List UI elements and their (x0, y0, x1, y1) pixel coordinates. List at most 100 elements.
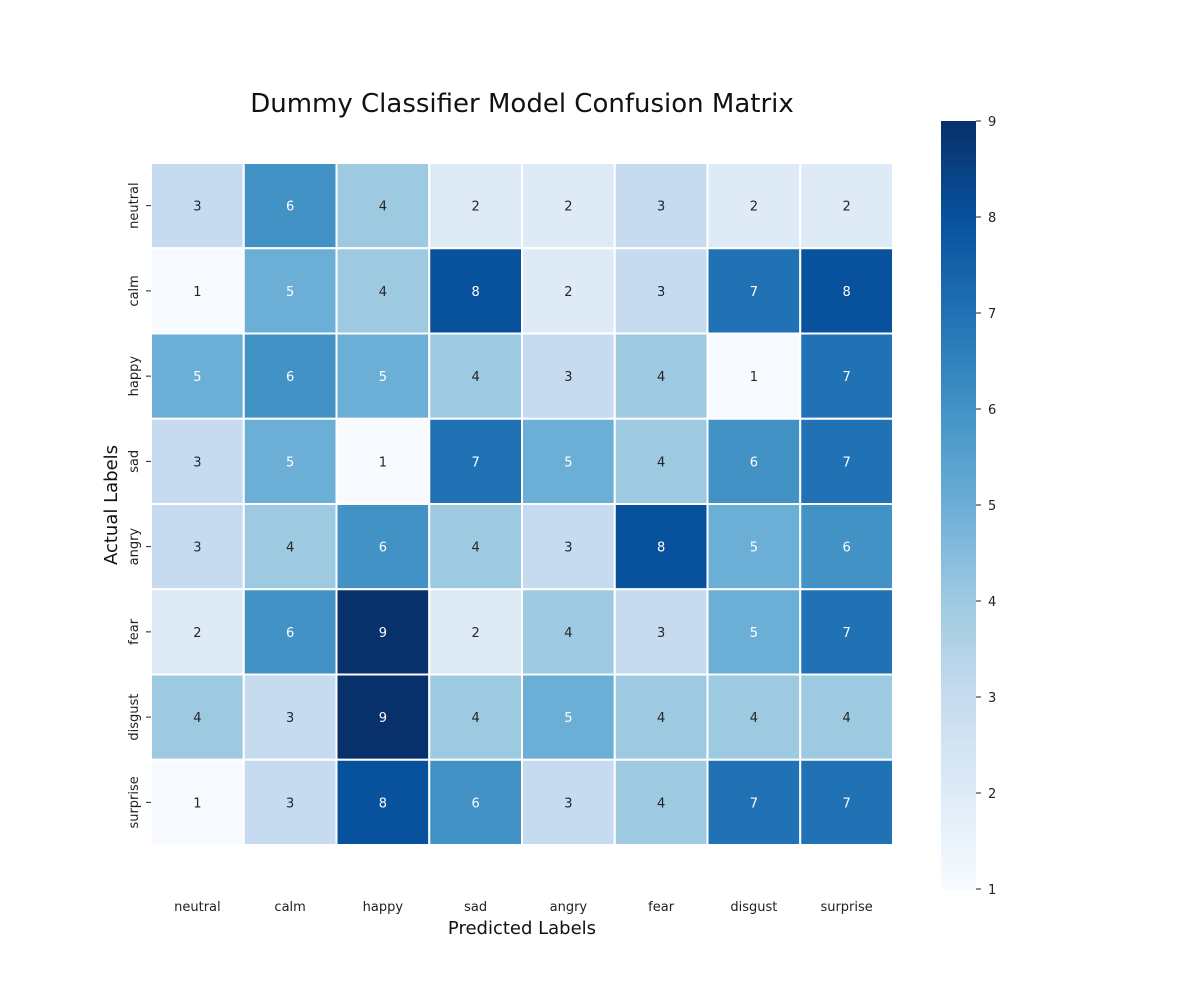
heatmap-cell (613, 758, 709, 846)
y-tick-label: fear (127, 618, 142, 645)
heatmap-cell (613, 588, 709, 676)
cell-value-label: 2 (842, 200, 850, 215)
heatmap-cell (613, 332, 709, 420)
x-tick-label: disgust (730, 900, 777, 915)
cell-value-label: 4 (657, 370, 665, 385)
cell-value-label: 6 (750, 455, 758, 470)
x-tick-label: fear (648, 900, 675, 915)
heatmap-cell (521, 332, 616, 420)
cell-value-label: 8 (657, 541, 665, 556)
heatmap-cells: 3 6 4 2 2 3 2 2 1 5 4 8 2 3 7 8 5 6 5 4 3 4 1 7 3 5 1 7 5 4 6 7 3 4 6 4 3 8 5 6… (150, 162, 894, 846)
cell-value-label: 1 (750, 370, 758, 385)
cell-value-label: 4 (657, 711, 665, 726)
x-tick-label: neutral (174, 900, 221, 915)
heatmap-cell (613, 162, 709, 250)
cell-value-label: 7 (471, 455, 479, 470)
heatmap-cell (150, 162, 245, 250)
x-tick-label: sad (464, 900, 487, 915)
heatmap-cell (521, 673, 616, 761)
cell-value-label: 3 (193, 455, 201, 470)
heatmap-cell (428, 758, 523, 846)
cell-value-label: 5 (379, 370, 387, 385)
colorbar-tick-label: 7 (988, 307, 996, 322)
cell-value-label: 4 (286, 541, 294, 556)
heatmap-cell (150, 673, 245, 761)
cell-value-label: 1 (193, 796, 201, 811)
y-tick-label: neutral (127, 182, 142, 229)
cell-value-label: 2 (193, 626, 201, 641)
heatmap-cell (799, 758, 894, 846)
cell-value-label: 4 (471, 370, 479, 385)
cell-value-label: 8 (842, 285, 850, 300)
heatmap-cell (428, 503, 523, 591)
heatmap-cell (521, 758, 616, 846)
cell-value-label: 4 (842, 711, 850, 726)
y-tick-label: happy (127, 356, 142, 397)
colorbar-tick-label: 3 (988, 691, 996, 706)
cell-value-label: 5 (286, 455, 294, 470)
cell-value-label: 6 (842, 541, 850, 556)
heatmap-cell (799, 332, 894, 420)
cell-value-label: 7 (750, 796, 758, 811)
cell-value-label: 3 (286, 711, 294, 726)
heatmap-cell (799, 503, 894, 591)
cell-value-label: 2 (750, 200, 758, 215)
heatmap-cell (706, 503, 802, 591)
cell-value-label: 4 (657, 455, 665, 470)
cell-value-label: 2 (471, 626, 479, 641)
heatmap-cell (242, 162, 338, 250)
cell-value-label: 2 (564, 285, 572, 300)
colorbar-tick-label: 1 (988, 883, 996, 898)
cell-value-label: 6 (379, 541, 387, 556)
cell-value-label: 3 (657, 200, 665, 215)
heatmap-cell (521, 417, 616, 505)
y-tick-label: surprise (127, 776, 142, 828)
heatmap-cell (706, 417, 802, 505)
colorbar-tick-label: 5 (988, 499, 996, 514)
heatmap-cell (335, 588, 431, 676)
y-axis-title: Actual Labels (101, 445, 122, 565)
cell-value-label: 7 (842, 626, 850, 641)
heatmap-cell (428, 247, 523, 335)
cell-value-label: 8 (471, 285, 479, 300)
colorbar-tick-label: 6 (988, 403, 996, 418)
cell-value-label: 5 (750, 626, 758, 641)
cell-value-label: 4 (379, 285, 387, 300)
heatmap-cell (521, 588, 616, 676)
heatmap-cell (335, 332, 431, 420)
colorbar-tick-label: 4 (988, 595, 996, 610)
cell-value-label: 5 (564, 711, 572, 726)
cell-value-label: 2 (564, 200, 572, 215)
colorbar-gradient (941, 121, 976, 889)
heatmap-cell (335, 417, 431, 505)
cell-value-label: 7 (842, 370, 850, 385)
cell-value-label: 5 (564, 455, 572, 470)
y-tick-label: calm (127, 275, 142, 306)
x-axis-title: Predicted Labels (448, 918, 596, 939)
colorbar-tick-label: 8 (988, 211, 996, 226)
cell-value-label: 3 (657, 626, 665, 641)
cell-value-label: 5 (286, 285, 294, 300)
heatmap-cell (799, 162, 894, 250)
x-tick-label: angry (550, 900, 588, 915)
cell-value-label: 1 (379, 455, 387, 470)
cell-value-label: 4 (193, 711, 201, 726)
x-tick-label: calm (274, 900, 305, 915)
y-tick-label: disgust (127, 694, 142, 741)
cell-value-label: 3 (193, 200, 201, 215)
x-tick-label: surprise (820, 900, 872, 915)
cell-value-label: 5 (193, 370, 201, 385)
cell-value-label: 3 (193, 541, 201, 556)
heatmap-cell (706, 332, 802, 420)
heatmap-cell (613, 247, 709, 335)
cell-value-label: 3 (657, 285, 665, 300)
x-tick-label: happy (363, 900, 404, 915)
cell-value-label: 4 (564, 626, 572, 641)
colorbar-tick-label: 9 (988, 115, 996, 130)
cell-value-label: 7 (842, 796, 850, 811)
cell-value-label: 6 (286, 370, 294, 385)
cell-value-label: 9 (379, 626, 387, 641)
cell-value-label: 4 (471, 541, 479, 556)
